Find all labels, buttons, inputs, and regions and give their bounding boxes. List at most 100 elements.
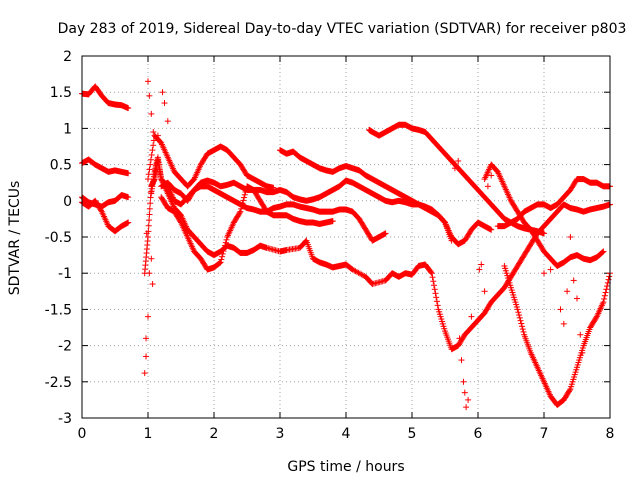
data-point xyxy=(433,298,440,305)
x-tick-label: 7 xyxy=(540,426,549,442)
data-point xyxy=(601,295,608,302)
data-point xyxy=(125,170,132,177)
data-point xyxy=(145,176,151,183)
y-axis-label: SDTVAR / TECUs xyxy=(7,181,23,296)
y-tick-label: 2 xyxy=(63,49,72,65)
data-point xyxy=(145,171,152,178)
ticks: 0 1 2 3 4 5 6 7 8 -3 -2.5 -2 -1.5 -1 -0.5 0 0.5 1 1.5 2 xyxy=(45,49,615,442)
data-point xyxy=(147,200,154,207)
data-point xyxy=(147,161,154,168)
y-tick-label: -1.5 xyxy=(45,302,72,318)
y-tick-label: 0.5 xyxy=(50,158,72,174)
data-point xyxy=(147,194,154,201)
data-point xyxy=(484,183,491,190)
data-point xyxy=(570,277,577,284)
data-point xyxy=(520,328,527,335)
data-point xyxy=(146,205,153,212)
data-point xyxy=(145,222,152,229)
data-point xyxy=(557,306,564,313)
data-point xyxy=(602,289,609,296)
data-point xyxy=(150,142,157,149)
x-tick-label: 4 xyxy=(342,426,351,442)
data-point xyxy=(159,89,166,96)
series-track-1 xyxy=(79,83,132,112)
data-point xyxy=(567,234,574,240)
data-point xyxy=(458,357,465,364)
data-point xyxy=(161,100,168,107)
y-tick-label: -2 xyxy=(58,339,72,355)
x-tick-label: 0 xyxy=(78,426,87,442)
x-tick-label: 6 xyxy=(474,426,483,442)
x-tick-label: 2 xyxy=(210,426,219,442)
series-track-4 xyxy=(79,192,132,210)
series-track-2 xyxy=(79,156,132,177)
data-point xyxy=(431,286,438,293)
data-point xyxy=(125,194,132,201)
data-point xyxy=(481,288,488,295)
data-point xyxy=(519,323,525,330)
data-point xyxy=(177,218,184,225)
y-tick-label: 1.5 xyxy=(50,85,72,101)
data-point xyxy=(428,270,435,277)
data-point xyxy=(517,317,524,324)
data-point xyxy=(603,286,610,293)
data-point xyxy=(148,151,155,158)
data-point xyxy=(148,110,155,117)
data-point xyxy=(577,331,584,338)
y-tick-label: -2.5 xyxy=(45,375,72,391)
data-point xyxy=(146,211,153,218)
series-track-14 xyxy=(501,262,613,408)
data-point xyxy=(519,326,526,333)
data-point xyxy=(564,288,571,295)
data-point xyxy=(145,234,151,240)
data-marks xyxy=(79,78,613,411)
data-point xyxy=(461,389,468,396)
data-point xyxy=(605,276,612,283)
data-point xyxy=(465,396,472,403)
data-point xyxy=(147,156,154,163)
data-point xyxy=(143,353,150,360)
y-tick-label: 0 xyxy=(63,194,72,210)
data-point xyxy=(515,309,522,316)
chart-title: Day 283 of 2019, Sidereal Day-to-day VTE… xyxy=(58,21,627,37)
data-point xyxy=(433,294,440,301)
data-point xyxy=(146,166,153,173)
y-tick-label: -0.5 xyxy=(45,230,72,246)
y-tick-label: -1 xyxy=(58,266,72,282)
y-tick-label: -3 xyxy=(58,411,72,427)
data-point xyxy=(149,147,156,154)
data-point xyxy=(146,217,153,224)
data-point xyxy=(429,274,436,281)
data-point xyxy=(125,219,132,226)
data-point xyxy=(146,92,153,99)
data-point xyxy=(125,105,132,112)
data-point xyxy=(604,283,611,290)
x-axis-label: GPS time / hours xyxy=(287,459,404,475)
x-tick-label: 3 xyxy=(276,426,285,442)
grid xyxy=(82,56,610,418)
data-point xyxy=(574,295,580,302)
data-point xyxy=(241,194,248,201)
data-point xyxy=(560,320,567,327)
data-point xyxy=(149,281,156,288)
data-point xyxy=(148,255,155,262)
series-track-5 xyxy=(141,157,613,353)
y-tick-label: 1 xyxy=(63,121,72,137)
data-point xyxy=(302,238,309,245)
data-point xyxy=(434,302,441,309)
data-point xyxy=(516,312,523,319)
data-point xyxy=(468,313,475,320)
data-point xyxy=(541,270,547,277)
data-point xyxy=(463,404,470,411)
data-point xyxy=(431,282,437,289)
data-point xyxy=(601,292,608,299)
x-tick-label: 1 xyxy=(144,426,153,442)
data-point xyxy=(516,314,523,321)
x-tick-label: 5 xyxy=(408,426,417,442)
data-point xyxy=(141,370,148,377)
data-point xyxy=(547,266,554,273)
data-point xyxy=(518,320,525,327)
data-point xyxy=(430,278,437,285)
data-point xyxy=(428,269,435,276)
data-point xyxy=(164,118,171,125)
